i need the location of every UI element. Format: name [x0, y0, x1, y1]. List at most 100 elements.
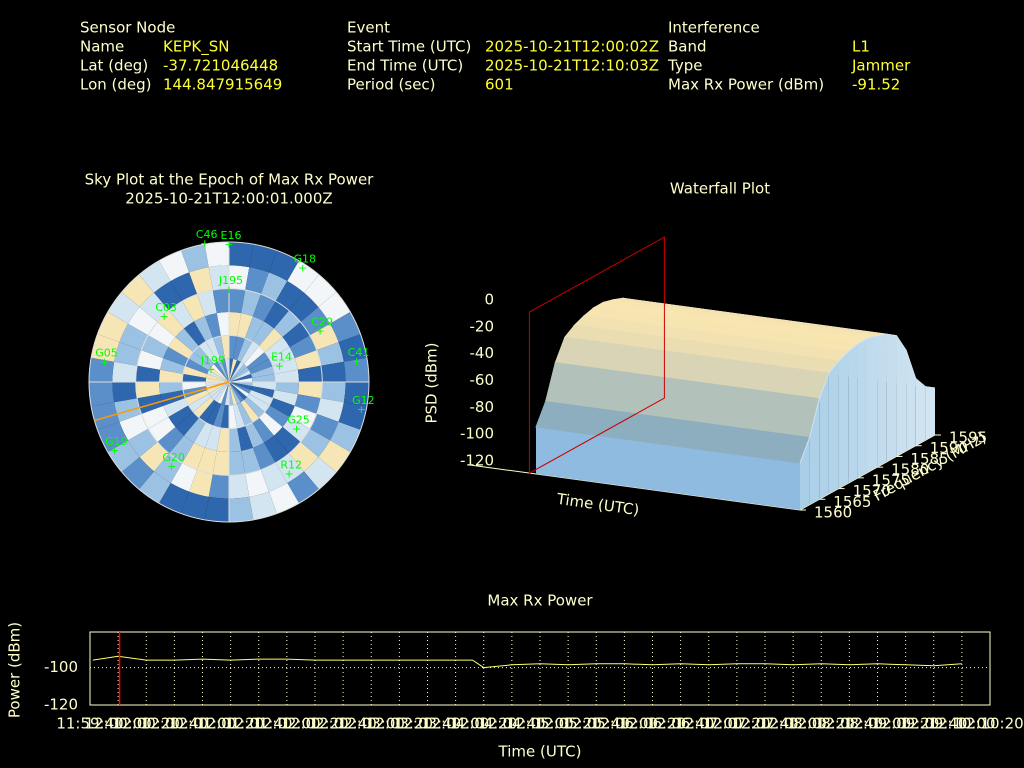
sky-cell: [269, 347, 295, 366]
z-tick-label: -100: [460, 425, 494, 443]
sky-cell: [182, 382, 206, 391]
y-tick-label: 1575: [872, 471, 910, 489]
sky-cell: [168, 405, 194, 427]
x-tick-label: 12:07:00: [675, 715, 742, 733]
sky-cell: [119, 413, 149, 441]
sat-label: C46: [196, 228, 218, 241]
x-tick-label: 12:00:40: [141, 715, 208, 733]
sky-cell: [224, 358, 229, 382]
sky-cell: [237, 338, 253, 362]
surface-front: [896, 335, 907, 457]
sky-cell: [159, 250, 190, 281]
field-value: 2025-10-21T12:00:02Z: [485, 38, 659, 56]
sat-marker: +: [167, 460, 176, 473]
y-tick-label: 1590: [930, 439, 968, 457]
field-value: 144.847915649: [163, 76, 282, 94]
chart-title: Waterfall Plot: [670, 180, 770, 198]
sky-cell: [269, 398, 295, 417]
sky-cell: [343, 382, 370, 407]
field-label: Name: [80, 38, 124, 56]
sky-cell: [237, 425, 253, 451]
field-label: Start Time (UTC): [347, 38, 471, 56]
sat-label: J195: [218, 274, 243, 287]
sky-cell: [240, 341, 259, 365]
sky-cell: [194, 422, 213, 448]
sky-cell: [197, 290, 217, 317]
sky-cell: [135, 382, 161, 399]
sky-cell: [205, 377, 229, 382]
sky-cell: [252, 294, 276, 322]
sky-cell: [189, 267, 213, 295]
sky-cell: [304, 457, 337, 490]
sky-cell: [188, 352, 212, 371]
sky-cell: [139, 442, 169, 472]
x-tick-label: 12:05:40: [563, 715, 630, 733]
sat-marker: +: [100, 355, 109, 368]
sky-cell: [189, 469, 213, 497]
sky-cell: [175, 328, 199, 352]
field-label: Period (sec): [347, 76, 436, 94]
sky-cell: [194, 316, 213, 342]
sky-cell: [204, 496, 229, 523]
sky-cell: [229, 428, 242, 452]
sky-cell: [240, 399, 259, 423]
sky-cell: [137, 350, 164, 370]
line-chart: Max Rx Power-120-10011:59:4012:00:0012:0…: [6, 592, 1024, 761]
sky-cell: [289, 335, 317, 359]
sky-cell: [245, 267, 269, 295]
sky-cell: [154, 281, 183, 311]
sky-cell: [205, 425, 221, 451]
sky-cell: [193, 397, 214, 418]
sky-cell: [182, 373, 206, 382]
sky-cell: [216, 428, 229, 452]
sky-cell: [91, 334, 120, 362]
sat-marker: +: [298, 261, 307, 274]
sky-cell: [229, 382, 252, 390]
chart-title: Sky Plot at the Epoch of Max Rx Power: [85, 171, 375, 189]
sky-cell: [229, 382, 251, 394]
sky-cell: [213, 336, 225, 361]
y-tick-label: 1585: [910, 450, 948, 468]
sky-cell: [252, 442, 276, 470]
sky-cell: [320, 361, 346, 382]
y-tick-label: 1595: [949, 429, 987, 447]
sky-cell: [282, 322, 310, 347]
x-tick-label: 12:04:40: [478, 715, 545, 733]
sky-cell: [208, 382, 229, 397]
sky-cell: [208, 265, 229, 291]
z-tick-label: -40: [470, 344, 495, 362]
header-title: Event: [347, 19, 390, 37]
x-tick-label: 12:10:00: [928, 715, 995, 733]
sky-cell: [300, 428, 330, 457]
sky-cell: [229, 335, 238, 359]
field-label: Band: [668, 38, 707, 56]
surface-front: [906, 350, 916, 452]
sky-cell: [121, 457, 154, 490]
sky-cell: [114, 398, 142, 422]
sky-plot: Sky Plot at the Epoch of Max Rx Power202…: [85, 171, 375, 523]
sky-cell: [211, 382, 229, 400]
sky-cell: [297, 365, 323, 382]
sky-cell: [160, 358, 186, 374]
x-tick-label: 12:05:20: [534, 715, 601, 733]
sky-cell: [216, 312, 229, 336]
sky-cell: [244, 346, 265, 367]
surface-front: [877, 334, 887, 468]
sky-cell: [309, 413, 339, 441]
chart-title: Max Rx Power: [487, 592, 593, 610]
z-tick-label: -20: [470, 317, 495, 335]
sky-cell: [241, 447, 261, 474]
sky-cell: [199, 341, 218, 365]
sky-cell: [159, 483, 190, 514]
sky-cell: [237, 313, 253, 339]
sky-cell: [300, 307, 330, 336]
sky-cell: [316, 398, 344, 422]
sky-cell: [184, 417, 206, 443]
sky-cell: [309, 323, 339, 351]
sky-cell: [205, 313, 221, 339]
sky-cell: [141, 335, 169, 359]
x-tick-label: 12:04:20: [450, 715, 517, 733]
x-tick-label: 12:03:20: [366, 715, 433, 733]
sky-cell: [214, 361, 229, 382]
sky-cell: [208, 473, 229, 499]
